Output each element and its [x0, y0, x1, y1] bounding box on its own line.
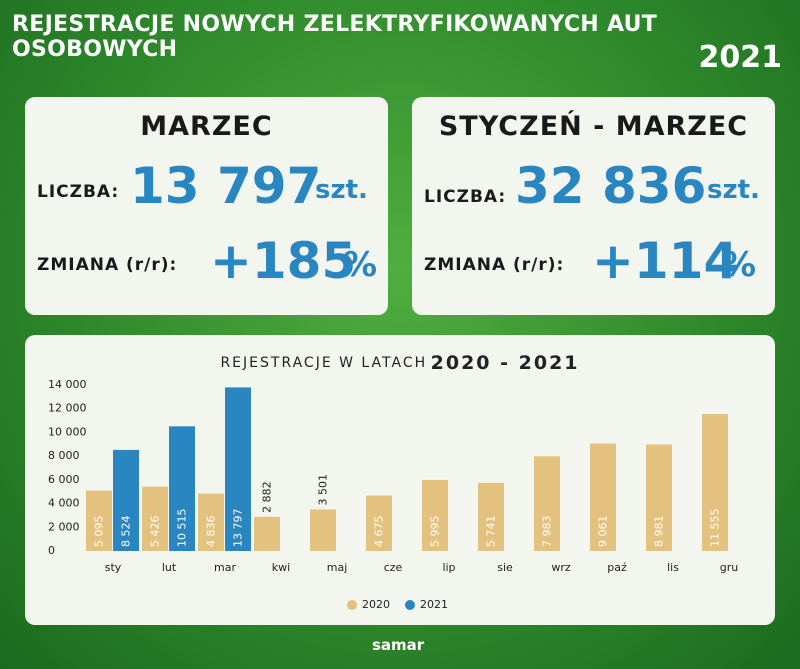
x-tick-label: maj [327, 561, 348, 574]
count-label: LICZBA: [424, 187, 507, 207]
chart-title-text: REJESTRACJE W LATACH [220, 355, 427, 371]
bar [590, 443, 616, 551]
value-label: 4 675 [373, 516, 386, 548]
count: 32 836 [515, 157, 707, 215]
unit: szt. [707, 175, 760, 205]
value-label: 13 797 [232, 509, 245, 548]
header-year: 2021 [698, 40, 783, 75]
bar [142, 486, 168, 551]
y-tick-label: 6 000 [48, 473, 80, 486]
count: 13 797 [130, 157, 322, 215]
value-label: 5 426 [149, 516, 162, 548]
value-label: 5 741 [485, 516, 498, 548]
value-label: 7 983 [541, 516, 554, 548]
card: MARZEC LICZBA: 13 797 szt. ZMIANA (r/r):… [25, 97, 388, 315]
unit: szt. [315, 175, 368, 205]
x-tick-label: paź [607, 561, 627, 574]
change-unit: % [343, 245, 378, 285]
bar [478, 482, 504, 551]
card-title: MARZEC [140, 111, 273, 142]
bar [254, 516, 280, 551]
change: +114 [592, 232, 739, 290]
value-label: 2 882 [261, 481, 274, 513]
value-label: 11 555 [709, 509, 722, 548]
chart-title: REJESTRACJE W LATACH 2020 - 2021 [220, 352, 579, 374]
y-tick-label: 12 000 [48, 402, 87, 415]
bar [534, 456, 560, 551]
bar [198, 493, 224, 551]
value-label: 5 095 [93, 516, 106, 548]
bar [422, 479, 448, 551]
card: STYCZEŃ - MARZEC LICZBA: 32 836 szt. ZMI… [412, 97, 775, 315]
y-tick-label: 10 000 [48, 425, 87, 438]
value-label: 9 061 [597, 516, 610, 548]
change-unit: % [722, 245, 757, 285]
value-label: 8 524 [120, 516, 133, 548]
bar [366, 495, 392, 551]
legend-swatch [405, 600, 415, 610]
x-tick-label: sty [105, 561, 122, 574]
bar [310, 509, 336, 551]
x-tick-label: wrz [551, 561, 571, 574]
bar [169, 426, 195, 551]
x-tick-label: lis [667, 561, 679, 574]
bar [702, 413, 728, 551]
change: +185 [210, 232, 357, 290]
value-label: 4 836 [205, 516, 218, 548]
change-label: ZMIANA (r/r): [424, 255, 565, 275]
x-tick-label: lut [162, 561, 177, 574]
change-label: ZMIANA (r/r): [37, 255, 178, 275]
bar [86, 490, 112, 551]
legend-label: 2021 [420, 598, 448, 611]
bar [646, 444, 672, 551]
bar [225, 387, 251, 551]
card-title: STYCZEŃ - MARZEC [438, 111, 749, 142]
x-tick-label: lip [442, 561, 455, 574]
legend-swatch [347, 600, 357, 610]
x-tick-label: kwi [272, 561, 290, 574]
count-label: LICZBA: [37, 182, 120, 202]
y-tick-label: 0 [48, 544, 55, 557]
x-tick-label: sie [497, 561, 513, 574]
value-label: 10 515 [176, 509, 189, 548]
value-label: 8 981 [653, 516, 666, 548]
logo: samar [372, 636, 425, 654]
x-tick-label: cze [384, 561, 403, 574]
value-label: 5 995 [429, 516, 442, 548]
legend-label: 2020 [362, 598, 390, 611]
x-tick-label: mar [214, 561, 236, 574]
y-tick-label: 2 000 [48, 520, 80, 533]
y-tick-label: 8 000 [48, 449, 80, 462]
bar [113, 449, 139, 551]
y-tick-label: 4 000 [48, 497, 80, 510]
value-label: 3 501 [317, 474, 330, 506]
chart-title-years: 2020 - 2021 [431, 352, 580, 374]
y-tick-label: 14 000 [48, 378, 87, 391]
x-tick-label: gru [720, 561, 738, 574]
header-title: REJESTRACJE NOWYCH ZELEKTRYFIKOWANYCH AU… [12, 12, 658, 62]
